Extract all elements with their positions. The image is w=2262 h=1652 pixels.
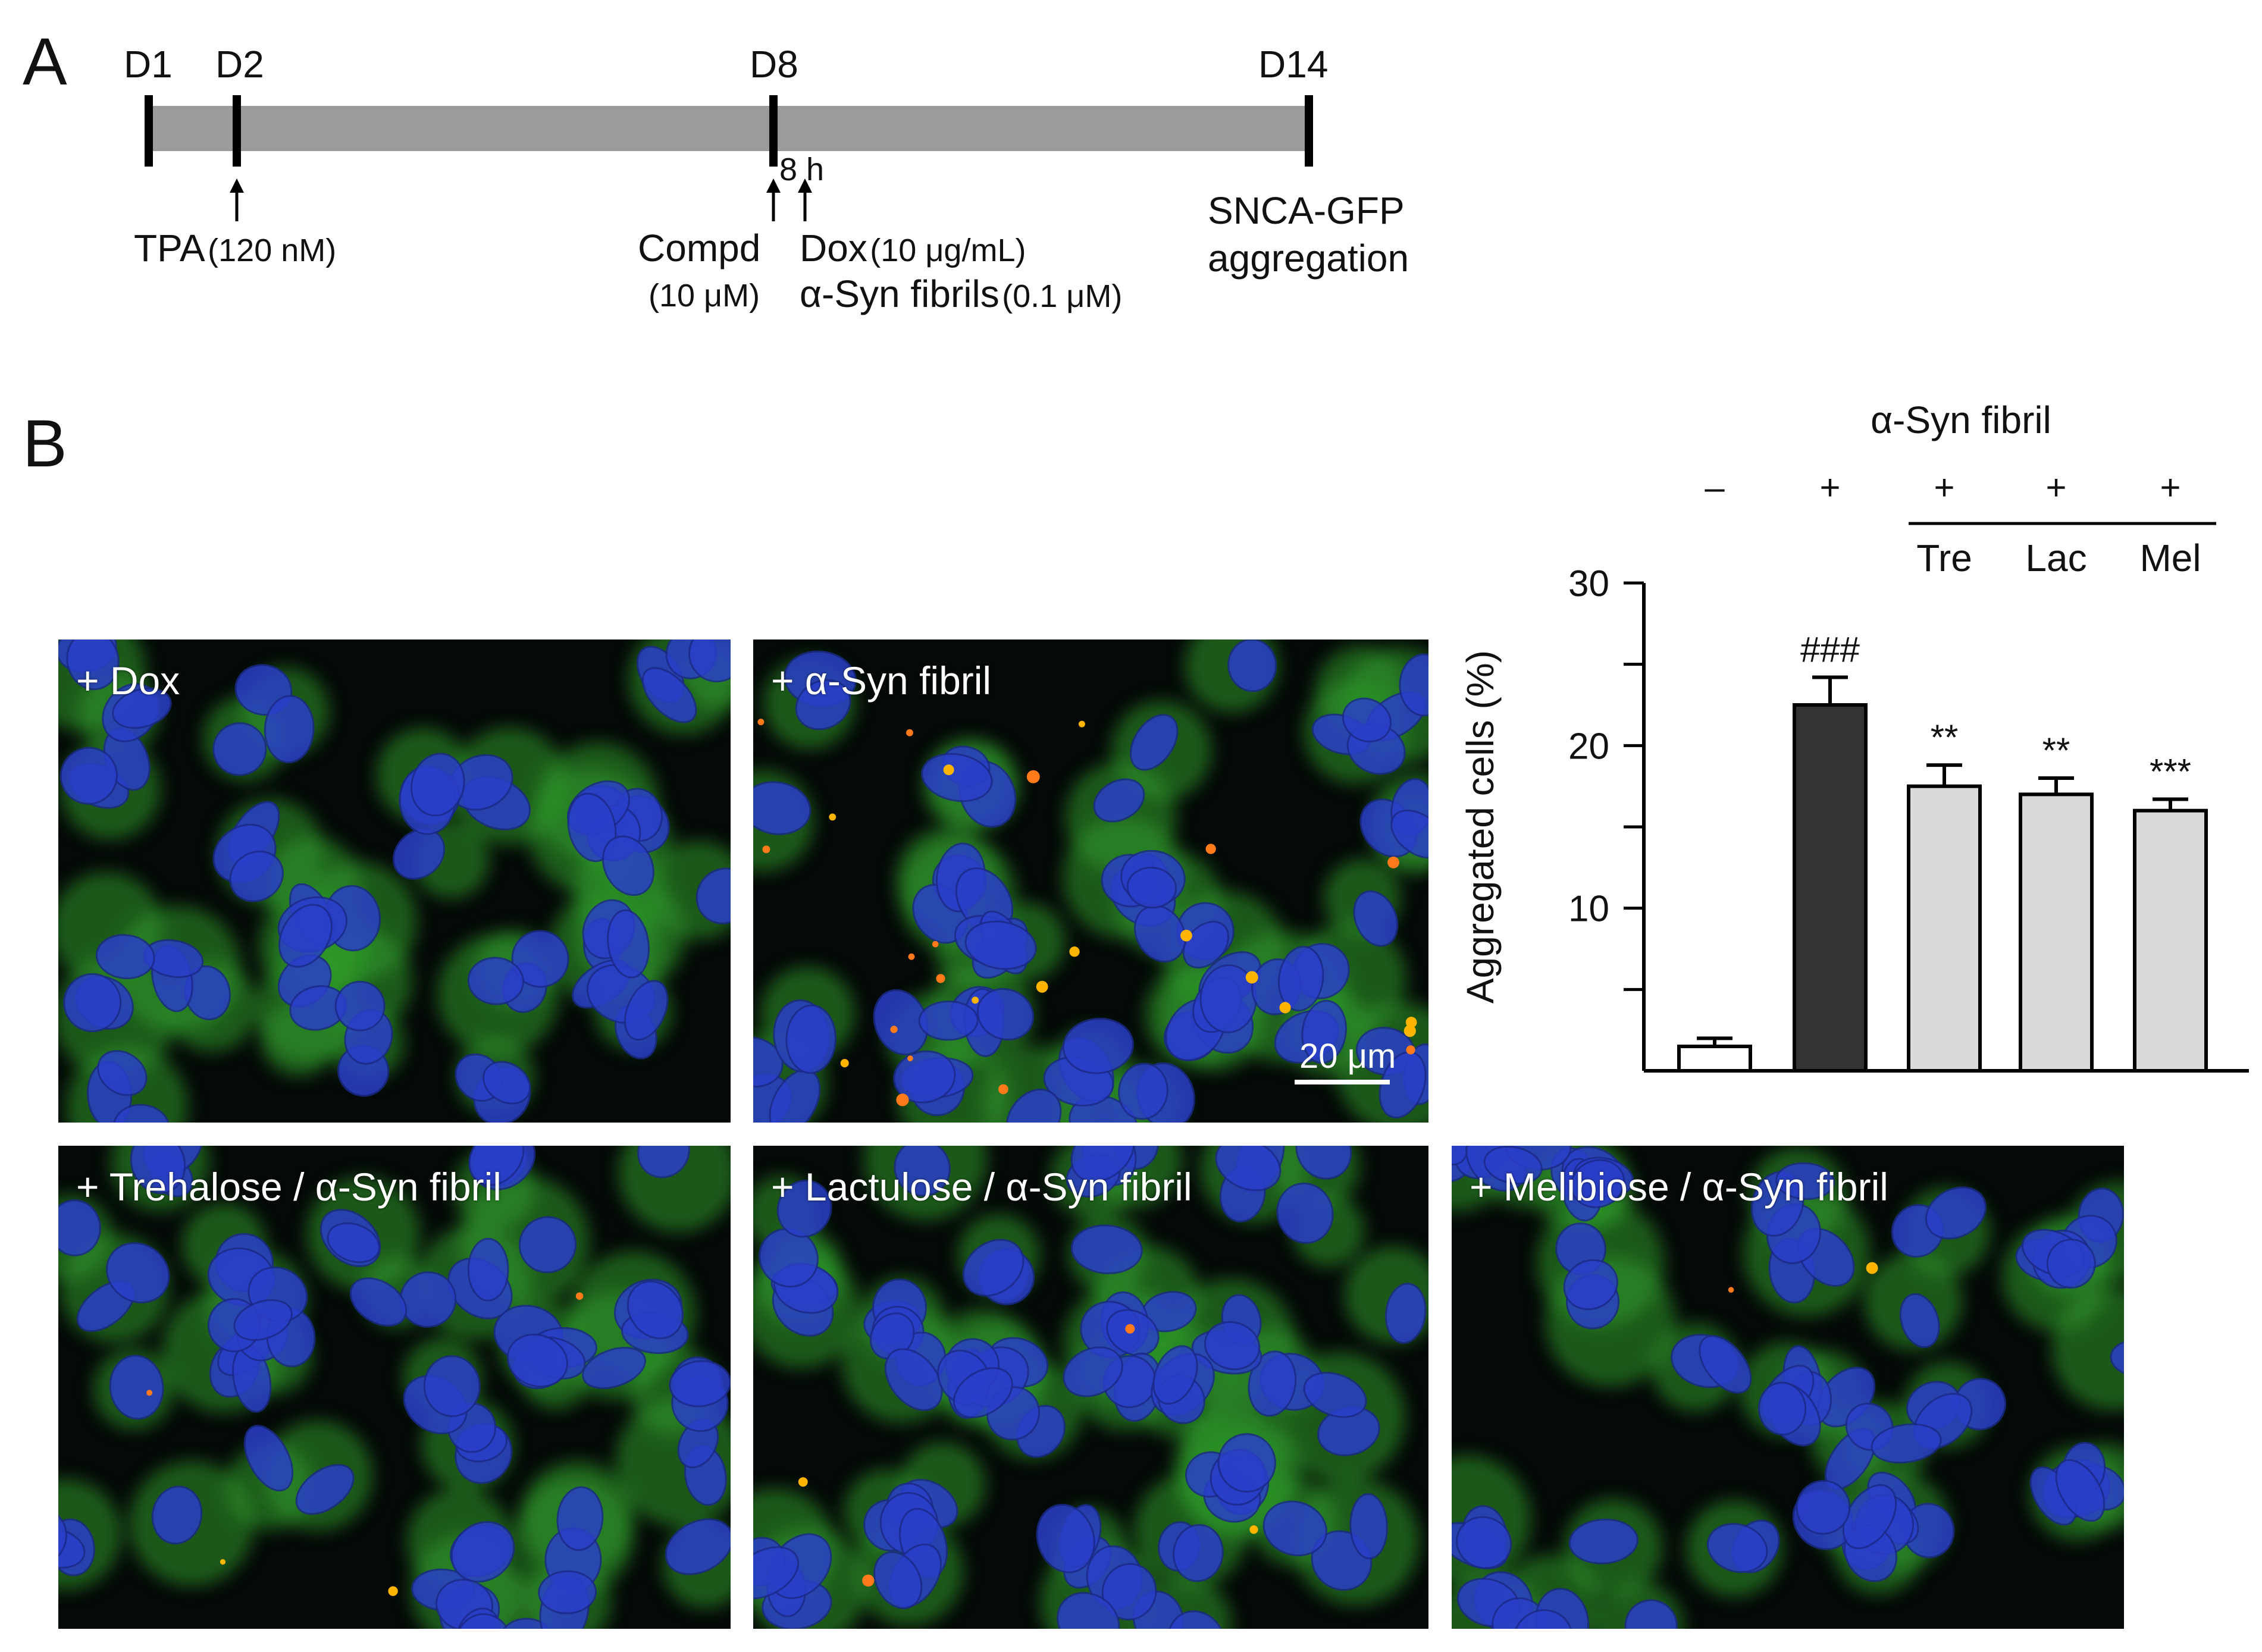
fibril-sign: + — [1934, 468, 1954, 507]
tpa-label: TPA — [134, 227, 205, 269]
arrow-dox — [798, 178, 812, 221]
nuclei-layer — [753, 640, 1428, 1123]
micrograph-caption: + α-Syn fibril — [771, 659, 992, 703]
micrograph-caption: + Lactulose / α-Syn fibril — [771, 1165, 1192, 1209]
nuclei-layer — [753, 1146, 1427, 1629]
significance-mark: *** — [2150, 752, 2191, 792]
category-label: Lac — [2025, 537, 2086, 579]
micrograph-caption: + Trehalose / α-Syn fibril — [76, 1165, 502, 1209]
dox-label: Dox — [800, 227, 867, 269]
panel-a-letter: A — [23, 24, 67, 99]
bar — [2133, 808, 2208, 1073]
tpa-annotation: TPA (120 nM) — [134, 229, 336, 267]
aggregates-layer — [146, 1292, 584, 1596]
timeline-bar — [148, 106, 1311, 151]
significance-mark: ** — [1931, 717, 1959, 757]
arrow-tpa — [230, 178, 244, 221]
micrograph-caption: + Melibiose / α-Syn fibril — [1470, 1165, 1888, 1209]
fibrils-label: α-Syn fibrils — [800, 272, 1000, 315]
y-axis-label: Aggregated cells (%) — [1459, 650, 1502, 1004]
scale-bar-label: 20 μm — [1299, 1037, 1396, 1076]
tpa-concentration: (120 nM) — [208, 233, 337, 268]
panel-b-letter: B — [23, 406, 67, 481]
micrograph-dox: + Dox — [58, 640, 731, 1123]
y-tick-label: 10 — [1568, 889, 1609, 930]
nuclei-layer — [58, 1146, 731, 1629]
scale-bar: 20 μm — [1295, 1037, 1396, 1084]
micrograph-lactulose: + Lactulose / α-Syn fibril — [753, 1146, 1428, 1629]
category-label: Mel — [2139, 537, 2201, 579]
category-label: Tre — [1916, 537, 1972, 579]
bar — [1907, 784, 1982, 1073]
micrograph-fibril: + α-Syn fibril 20 μm — [753, 640, 1428, 1123]
nuclei-layer — [1452, 1146, 2124, 1629]
significance-mark: ### — [1800, 630, 1860, 670]
micrograph-trehalose: + Trehalose / α-Syn fibril — [58, 1146, 731, 1629]
aggregates-layer — [1728, 1262, 1878, 1293]
fibrils-annotation: α-Syn fibrils (0.1 μM) — [800, 275, 1122, 313]
gap-label: 8 h — [779, 152, 825, 187]
y-tick-label: 20 — [1568, 726, 1609, 767]
fibril-sign: – — [1705, 468, 1725, 507]
bar — [1793, 703, 1868, 1073]
micrograph-caption: + Dox — [76, 659, 180, 703]
day-label-d8: D8 — [750, 43, 798, 86]
compd-concentration: (10 μM) — [648, 278, 760, 314]
chart-header: α-Syn fibril — [1871, 399, 2051, 441]
dox-concentration: (10 μg/mL) — [870, 233, 1026, 268]
bar — [1677, 1045, 1752, 1073]
fibrils-concentration: (0.1 μM) — [1002, 278, 1123, 314]
arrow-compd — [766, 178, 781, 221]
fibril-sign: + — [1819, 468, 1840, 507]
endpoint-label-1: SNCA-GFP — [1208, 189, 1405, 232]
nuclei-layer — [58, 640, 731, 1123]
day-label-d2: D2 — [215, 43, 264, 86]
micrograph-melibiose: + Melibiose / α-Syn fibril — [1452, 1146, 2124, 1629]
dox-annotation: Dox (10 μg/mL) — [800, 229, 1026, 267]
day-label-d14: D14 — [1258, 43, 1329, 86]
significance-mark: ** — [2042, 731, 2070, 770]
timeline-graphic — [145, 95, 1313, 221]
aggregation-bar-chart: α-Syn fibril – + + + + Tre Lac Mel 10 20 30 Aggregat… — [1459, 399, 2249, 1073]
fibril-sign: + — [2045, 468, 2066, 507]
compd-label: Compd — [638, 227, 761, 269]
aggregates-layer — [757, 719, 1417, 1106]
y-tick-label: 30 — [1568, 563, 1609, 604]
scale-bar-line — [1295, 1080, 1390, 1084]
aggregates-layer — [798, 1324, 1258, 1587]
bar — [2019, 792, 2094, 1073]
fibril-sign: + — [2160, 468, 2180, 507]
day-label-d1: D1 — [124, 43, 173, 86]
endpoint-label-2: aggregation — [1208, 237, 1409, 280]
